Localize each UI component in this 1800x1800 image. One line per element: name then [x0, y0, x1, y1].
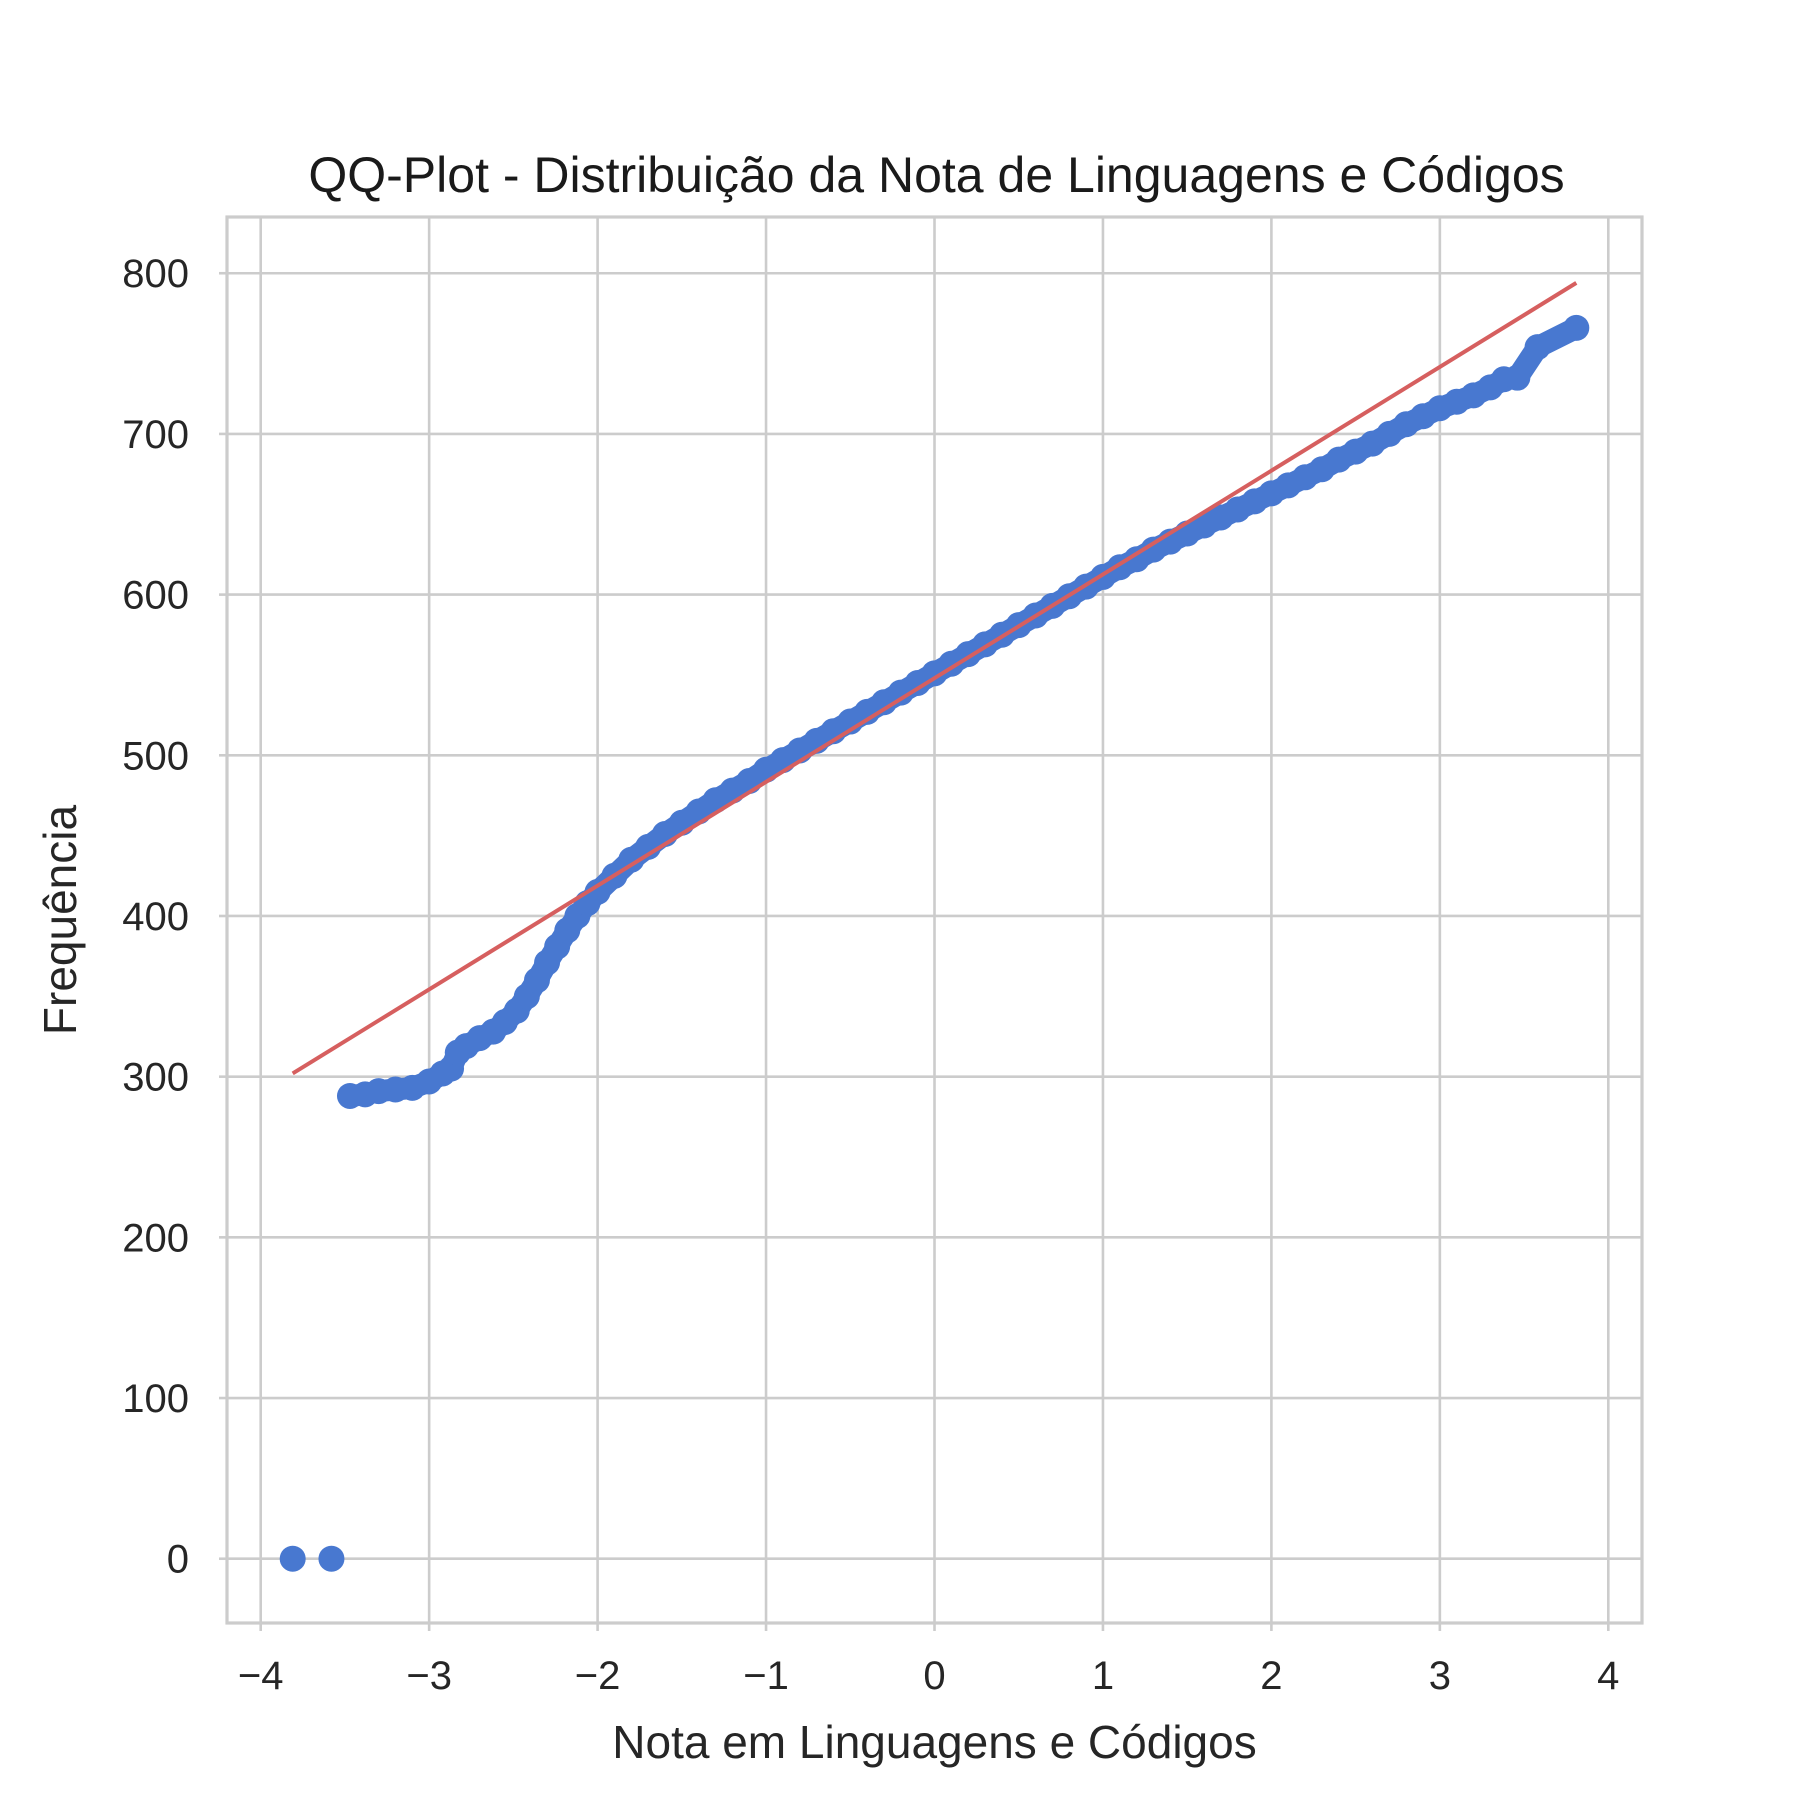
y-tick-label: 700 [122, 413, 189, 457]
grid [227, 217, 1642, 1623]
x-tick-label: 4 [1597, 1654, 1619, 1698]
y-tick-label: 0 [167, 1538, 189, 1582]
y-tick-label: 200 [122, 1216, 189, 1260]
x-axis-label: Nota em Linguagens e Códigos [612, 1716, 1256, 1768]
data-point [1524, 334, 1551, 361]
y-tick-label: 500 [122, 734, 189, 778]
x-tick-label: 1 [1092, 1654, 1114, 1698]
y-tick-label: 100 [122, 1377, 189, 1421]
x-tick-label: −1 [743, 1654, 789, 1698]
y-tick-label: 800 [122, 252, 189, 296]
x-tick-label: 3 [1429, 1654, 1451, 1698]
x-tick-label: −3 [406, 1654, 452, 1698]
series-layer [279, 281, 1590, 1572]
data-point [318, 1545, 345, 1572]
reference-line [291, 281, 1578, 1076]
x-tick-label: −2 [575, 1654, 621, 1698]
data-point [1563, 314, 1590, 341]
y-tick-label: 600 [122, 574, 189, 618]
chart-title: QQ-Plot - Distribuição da Nota de Lingua… [308, 147, 1564, 203]
x-tick-label: 2 [1260, 1654, 1282, 1698]
x-tick-label: 0 [923, 1654, 945, 1698]
x-tick-label: −4 [238, 1654, 284, 1698]
data-point [1504, 364, 1531, 391]
data-point [279, 1545, 306, 1572]
y-tick-label: 400 [122, 895, 189, 939]
y-tick-label: 300 [122, 1056, 189, 1100]
y-axis-label: Frequência [34, 805, 86, 1036]
data-point [584, 878, 611, 905]
ticks: −4 −3 −2 −1 0 1 2 3 4 0 100 200 300 400 500 600 700 800 [122, 252, 1619, 1698]
